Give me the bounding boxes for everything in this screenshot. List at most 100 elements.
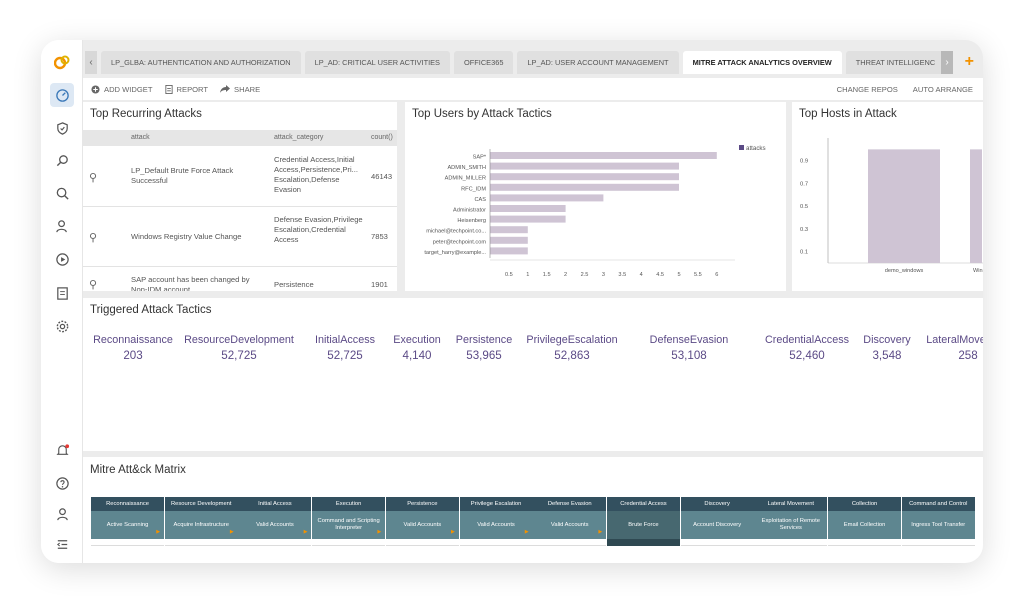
tactic-defense-evasion[interactable]: DefenseEvasion 53,108: [650, 334, 729, 362]
tab-next-button[interactable]: ›: [941, 51, 953, 74]
matrix-technique-cell[interactable]: Active Scanning ▶: [91, 511, 165, 539]
tab-office365[interactable]: OFFICE365: [454, 51, 514, 74]
matrix-technique-cell[interactable]: Ingress Tool Transfer: [901, 511, 975, 539]
y-tick-label: 0.5: [800, 204, 808, 210]
bar[interactable]: [970, 149, 982, 263]
matrix-technique-cell[interactable]: Email Collection: [828, 511, 902, 539]
bar[interactable]: [490, 152, 717, 159]
expand-arrow-icon[interactable]: ▶: [303, 529, 308, 535]
search-icon[interactable]: [50, 181, 74, 205]
expand-arrow-icon[interactable]: ▶: [156, 529, 161, 535]
matrix-tactic-header[interactable]: Defense Evasion: [533, 497, 607, 511]
tab-prev-button[interactable]: ‹: [85, 51, 97, 74]
change-repos-button[interactable]: CHANGE REPOS: [836, 84, 898, 94]
matrix-technique-cell[interactable]: Exploitation of Remote Services: [754, 511, 828, 539]
matrix-tactic-header[interactable]: Privilege Escalation: [459, 497, 533, 511]
matrix-tactic-header[interactable]: Execution: [312, 497, 386, 511]
col-attack-category[interactable]: attack_category: [274, 134, 324, 141]
expand-arrow-icon[interactable]: ▶: [229, 529, 234, 535]
tactic-reconnaissance[interactable]: Reconnaissance 203: [93, 334, 173, 362]
share-button[interactable]: SHARE: [220, 85, 260, 94]
matrix-tactic-header[interactable]: Resource Development: [164, 497, 238, 511]
x-tick-label: 5: [677, 272, 680, 278]
matrix-tactic-header[interactable]: Command and Control: [901, 497, 975, 511]
tab-critical-user-activities[interactable]: LP_AD: CRITICAL USER ACTIVITIES: [304, 51, 450, 74]
tab-threat-intelligence[interactable]: THREAT INTELLIGENC: [845, 51, 946, 74]
table-row[interactable]: ⚲ SAP account has been changed by Non-ID…: [83, 267, 397, 291]
matrix-tactic-header[interactable]: Initial Access: [238, 497, 312, 511]
matrix-technique-cell[interactable]: Acquire Infrastructure ▶: [164, 511, 238, 539]
tactic-name: ResourceDevelopment: [184, 334, 294, 346]
tab-user-account-management[interactable]: LP_AD: USER ACCOUNT MANAGEMENT: [517, 51, 679, 74]
attack-count: 46143: [371, 172, 393, 181]
tactic-initial-access[interactable]: InitialAccess 52,725: [315, 334, 375, 362]
add-tab-button[interactable]: +: [964, 53, 974, 70]
matrix-technique-cell[interactable]: Valid Accounts ▶: [238, 511, 312, 539]
matrix-technique-cell[interactable]: Valid Accounts ▶: [385, 511, 459, 539]
matrix-tactic-header[interactable]: Lateral Movement: [754, 497, 828, 511]
x-tick-label: Win: [973, 268, 983, 274]
matrix-tactic-header[interactable]: Persistence: [385, 497, 459, 511]
bar[interactable]: [490, 205, 566, 212]
col-attack[interactable]: attack: [131, 134, 150, 141]
bar[interactable]: [490, 183, 679, 191]
tactic-discovery[interactable]: Discovery 3,548: [863, 334, 910, 362]
matrix-technique-cell[interactable]: Valid Accounts ▶: [459, 511, 533, 539]
settings-icon[interactable]: [50, 314, 74, 338]
tab-mitre-attack-overview[interactable]: MITRE ATTACK ANALYTICS OVERVIEW: [682, 51, 842, 74]
matrix-cell-footer: [901, 539, 975, 546]
matrix-technique-cell[interactable]: Brute Force: [606, 511, 680, 539]
tab-glba[interactable]: LP_GLBA: AUTHENTICATION AND AUTHORIZATIO…: [101, 51, 301, 74]
report-icon[interactable]: [50, 281, 74, 305]
matrix-tactic-header[interactable]: Discovery: [680, 497, 754, 511]
help-icon[interactable]: [50, 471, 74, 495]
bar[interactable]: [868, 149, 940, 263]
table-row[interactable]: ⚲ Windows Registry Value Change Defense …: [83, 207, 397, 267]
matrix-tactic-header[interactable]: Reconnaissance: [91, 497, 165, 511]
matrix-technique-cell[interactable]: Account Discovery: [680, 511, 754, 539]
collapse-icon[interactable]: [50, 532, 74, 556]
user-search-icon[interactable]: [50, 214, 74, 238]
bar[interactable]: [490, 194, 604, 202]
add-widget-button[interactable]: ADD WIDGET: [91, 85, 153, 94]
table-row[interactable]: ⚲ LP_Default Brute Force Attack Successf…: [83, 147, 397, 207]
bar[interactable]: [490, 236, 528, 244]
notification-icon[interactable]: [50, 438, 74, 462]
expand-arrow-icon[interactable]: ▶: [451, 529, 455, 535]
search-list-icon[interactable]: [50, 148, 74, 172]
expand-arrow-icon[interactable]: ▶: [377, 529, 382, 535]
tactic-privilege-escalation[interactable]: PrivilegeEscalation 52,863: [526, 334, 617, 362]
report-button[interactable]: REPORT: [164, 84, 208, 94]
matrix-technique-cell[interactable]: Valid Accounts ▶: [533, 511, 607, 539]
bar[interactable]: [490, 173, 679, 181]
matrix-cell-footer: [680, 539, 754, 546]
bar[interactable]: [490, 247, 528, 255]
expand-arrow-icon[interactable]: ▶: [524, 529, 529, 535]
play-icon[interactable]: [50, 247, 74, 271]
expand-arrow-icon[interactable]: ▶: [598, 529, 603, 535]
y-tick-label: 0.3: [800, 227, 808, 233]
bar[interactable]: [490, 215, 566, 223]
matrix-tactic-header[interactable]: Collection: [828, 497, 902, 511]
matrix-tactic-header[interactable]: Credential Access: [606, 497, 680, 511]
bar-label: SAP*: [473, 155, 487, 161]
shield-icon[interactable]: [50, 116, 74, 140]
search-icon[interactable]: ⚲: [89, 172, 98, 184]
tactic-persistence[interactable]: Persistence 53,965: [456, 334, 512, 362]
col-count[interactable]: count(): [371, 134, 393, 141]
tactic-credential-access[interactable]: CredentialAccess 52,460: [765, 334, 849, 362]
search-icon[interactable]: ⚲: [89, 232, 98, 244]
search-icon[interactable]: ⚲: [89, 279, 98, 291]
matrix-cell-footer: [164, 539, 238, 546]
bar[interactable]: [490, 162, 679, 170]
x-tick-label: 4: [640, 272, 643, 278]
tactic-resource-development[interactable]: ResourceDevelopment 52,725: [184, 334, 294, 362]
bar[interactable]: [490, 226, 528, 234]
user-icon[interactable]: [50, 502, 74, 526]
dashboard-icon[interactable]: [50, 83, 74, 107]
auto-arrange-button[interactable]: AUTO ARRANGE: [912, 84, 973, 94]
matrix-technique-cell[interactable]: Command and Scripting Interpreter ▶: [312, 511, 386, 539]
tactic-execution[interactable]: Execution 4,140: [393, 334, 440, 362]
legend-label[interactable]: attacks: [746, 145, 766, 152]
